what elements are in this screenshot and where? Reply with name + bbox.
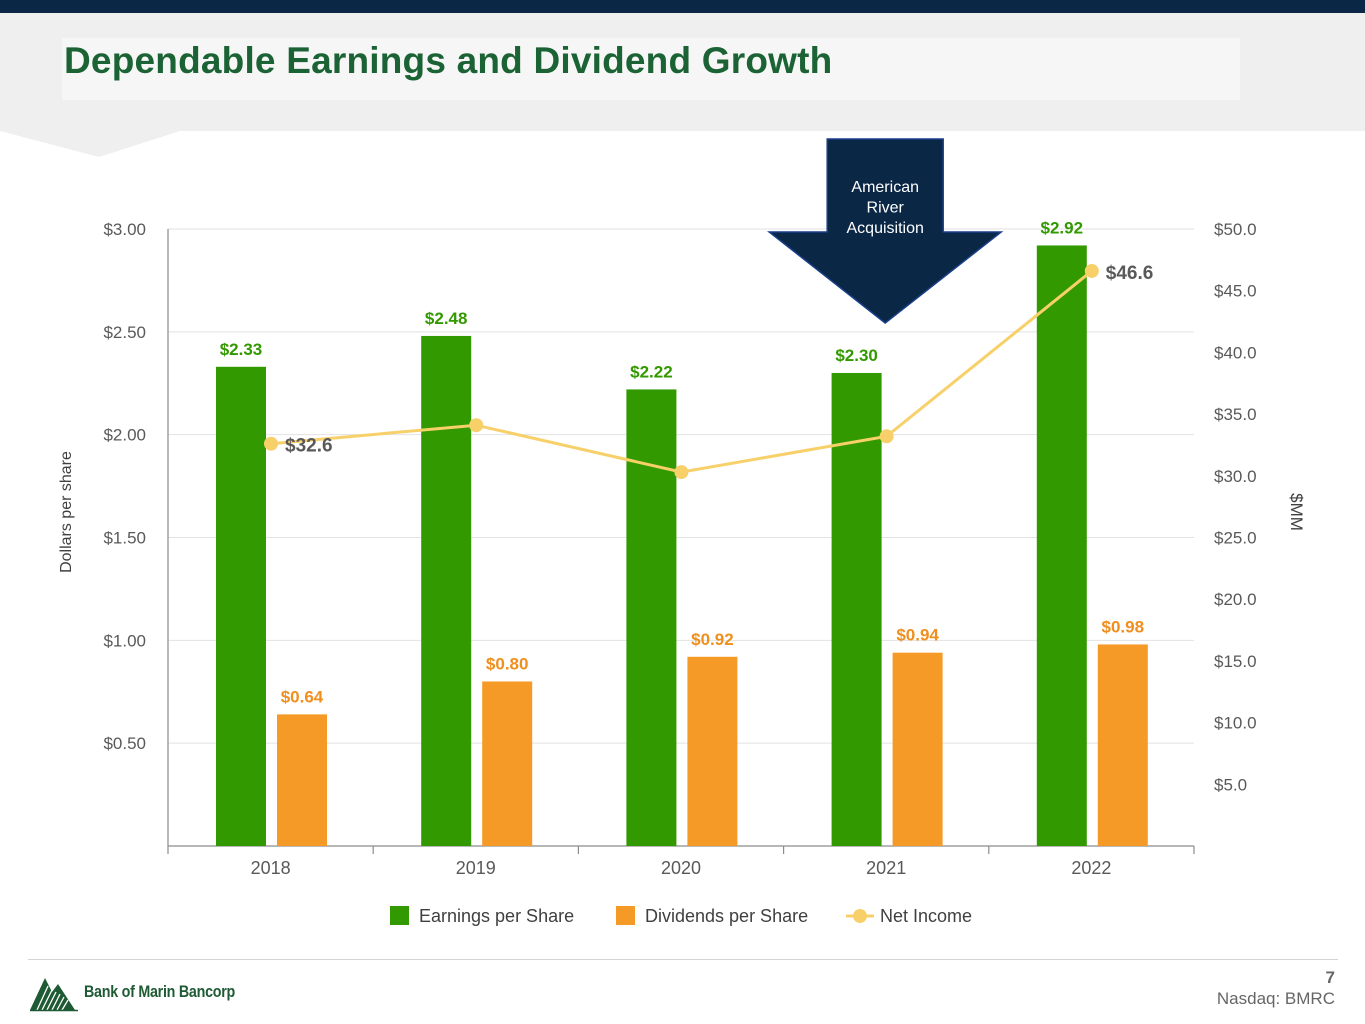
eps-data-label: $2.22: [630, 362, 673, 381]
title-box: [62, 38, 1240, 100]
footer-divider: [28, 959, 1338, 960]
y-right-tick-label: $15.0: [1214, 652, 1257, 671]
company-name: Bank of Marin Bancorp: [84, 982, 236, 1001]
dps-bar: [687, 656, 738, 846]
y-left-tick-label: $1.00: [103, 631, 146, 650]
dps-data-label: $0.98: [1102, 617, 1145, 636]
eps-data-label: $2.48: [425, 309, 468, 328]
y-left-tick-label: $2.00: [103, 426, 146, 445]
dps-data-label: $0.92: [691, 630, 734, 649]
y-right-tick-label: $30.0: [1214, 467, 1257, 486]
legend-swatch-eps: [390, 906, 409, 925]
dps-data-label: $0.80: [486, 654, 529, 673]
net-income-line: [270, 269, 1093, 474]
y-left-tick-label: $2.50: [103, 323, 146, 342]
company-logo: Bank of Marin Bancorp: [28, 972, 264, 1012]
x-tick-label: 2019: [456, 858, 496, 878]
legend-marker-net-income: [853, 909, 867, 923]
net-income-point: [674, 465, 689, 480]
dps-bar: [277, 714, 327, 846]
y-left-tick-label: $3.00: [103, 220, 146, 239]
y-left-tick-label: $1.50: [103, 529, 146, 548]
net-income-point: [1084, 263, 1099, 278]
legend-label-net-income: Net Income: [880, 906, 972, 926]
net-income-point: [879, 429, 894, 444]
acquisition-arrow: [767, 138, 1004, 324]
y-right-tick-label: $45.0: [1214, 282, 1257, 301]
dps-bar: [892, 652, 943, 846]
eps-data-label: $2.30: [835, 346, 878, 365]
legend-label-dps: Dividends per Share: [645, 906, 808, 926]
y-right-tick-label: $20.0: [1214, 590, 1257, 609]
dps-bar: [1097, 644, 1148, 846]
dps-data-label: $0.94: [896, 626, 939, 645]
y-right-tick-label: $50.0: [1214, 220, 1257, 239]
net-income-data-label: $32.6: [285, 436, 333, 457]
page-title: Dependable Earnings and Dividend Growth: [64, 40, 833, 81]
eps-bar: [831, 372, 882, 846]
legend-swatch-dps: [616, 906, 635, 925]
y-right-axis-title: $MM: [1287, 493, 1306, 531]
net-income-point: [264, 436, 278, 451]
legend-label-eps: Earnings per Share: [419, 906, 574, 926]
net-income-data-label: $46.6: [1106, 263, 1154, 284]
x-tick-label: 2022: [1071, 858, 1111, 878]
net-income-point: [469, 418, 484, 433]
eps-bar: [216, 366, 266, 846]
eps-data-label: $2.33: [220, 340, 263, 359]
x-tick-label: 2020: [661, 858, 701, 878]
dps-data-label: $0.64: [281, 687, 324, 706]
y-right-tick-label: $35.0: [1214, 405, 1257, 424]
eps-data-label: $2.92: [1041, 218, 1084, 237]
eps-bar: [626, 389, 677, 846]
y-left-axis-title: Dollars per share: [58, 451, 75, 573]
page-number: 7: [1325, 968, 1335, 987]
y-left-tick-label: $0.50: [103, 734, 146, 753]
y-right-tick-label: $10.0: [1214, 714, 1257, 733]
x-tick-label: 2018: [251, 858, 291, 878]
dps-bar: [482, 681, 533, 846]
top-navy-bar: [0, 0, 1365, 13]
acquisition-annotation-text: River: [867, 200, 905, 217]
eps-bar: [1036, 245, 1087, 846]
tree-logo-icon: [30, 978, 78, 1012]
y-right-tick-label: $25.0: [1214, 529, 1257, 548]
y-right-tick-label: $40.0: [1214, 343, 1257, 362]
acquisition-annotation-text: American: [851, 179, 919, 196]
ticker-label: Nasdaq: BMRC: [1216, 989, 1335, 1008]
eps-bar: [421, 335, 472, 846]
y-right-tick-label: $5.0: [1214, 775, 1247, 794]
x-tick-label: 2021: [866, 858, 906, 878]
acquisition-annotation-text: Acquisition: [847, 220, 924, 237]
